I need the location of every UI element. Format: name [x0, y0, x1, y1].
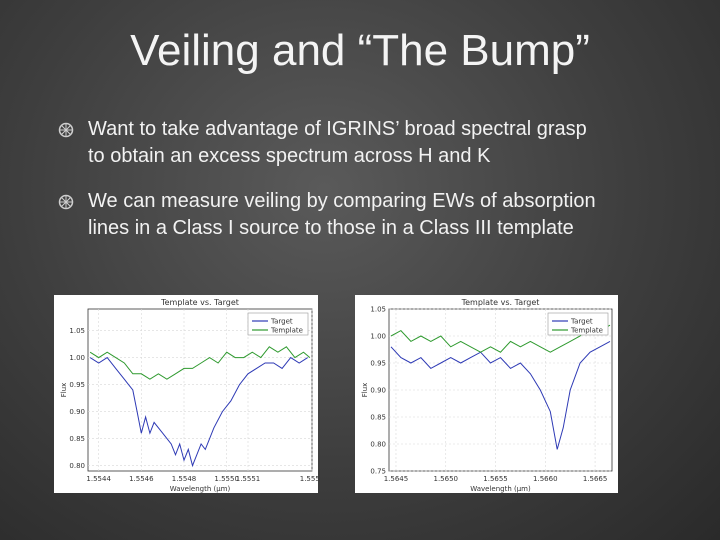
series-line-template [390, 324, 611, 353]
bullet-list: Want to take advantage of IGRINS’ broad … [58, 116, 678, 260]
y-tick-label: 0.80 [370, 441, 386, 449]
x-tick-label: 1.5665 [583, 475, 608, 483]
series-line-target [89, 356, 308, 468]
x-tick-label: 1.5550 [214, 475, 239, 483]
x-tick-label: 1.5546 [129, 475, 154, 483]
y-tick-label: 1.05 [69, 327, 85, 335]
plot-area [87, 308, 313, 472]
y-tick-label: 1.05 [370, 306, 386, 314]
y-tick-label: 0.75 [370, 468, 386, 476]
y-tick-label: 0.95 [370, 360, 386, 368]
x-tick-label: 1.5544 [86, 475, 111, 483]
bullet-item: Want to take advantage of IGRINS’ broad … [58, 116, 678, 170]
y-tick-label: 0.85 [370, 414, 386, 422]
bullet-item: We can measure veiling by comparing EWs … [58, 188, 678, 242]
x-axis-label: Wavelength (μm) [170, 485, 231, 493]
x-tick-label: 1.5554 [300, 475, 318, 483]
slide-title: Veiling and “The Bump” [130, 26, 590, 75]
chart-title: Template vs. Target [461, 298, 540, 307]
x-tick-label: 1.5660 [533, 475, 558, 483]
legend-label-template: Template [570, 327, 603, 335]
y-tick-label: 0.80 [69, 462, 85, 470]
legend-label-target: Target [270, 318, 293, 326]
bullet-text-line: We can measure veiling by comparing EWs … [88, 190, 596, 212]
bullet-text-line: Want to take advantage of IGRINS’ broad … [88, 118, 587, 140]
bullet-text-line: lines in a Class I source to those in a … [88, 217, 574, 239]
bullet-icon [58, 122, 74, 138]
y-tick-label: 0.95 [69, 381, 85, 389]
legend-label-target: Target [570, 318, 593, 326]
x-tick-label: 1.5655 [483, 475, 508, 483]
x-tick-label: 1.5650 [433, 475, 458, 483]
y-tick-label: 0.85 [69, 435, 85, 443]
series-line-template [89, 346, 311, 380]
y-tick-label: 1.00 [69, 354, 85, 362]
spectrum-plot-left: 0.80 0.85 0.90 0.95 1.00 1.05 1.5544 1.5546 1.55… [54, 295, 318, 493]
x-tick-label: 1.5645 [384, 475, 409, 483]
chart-title: Template vs. Target [160, 298, 239, 307]
y-tick-label: 0.90 [370, 387, 386, 395]
bullet-text-line: to obtain an excess spectrum across H an… [88, 145, 491, 167]
x-axis-label: Wavelength (μm) [470, 485, 531, 493]
x-tick-label: 1.5548 [172, 475, 197, 483]
y-tick-label: 1.00 [370, 333, 386, 341]
series-line-target [390, 340, 611, 450]
y-axis-label: Flux [361, 383, 369, 398]
legend-label-template: Template [270, 327, 303, 335]
y-tick-label: 0.90 [69, 408, 85, 416]
spectrum-plot-right: 0.75 0.80 0.85 0.90 0.95 1.00 1.05 1.5645 1.5650… [355, 295, 618, 493]
bullet-icon [58, 194, 74, 210]
y-axis-label: Flux [60, 383, 68, 398]
spectrum-chart-right: 0.75 0.80 0.85 0.90 0.95 1.00 1.05 1.5645 1.5650… [361, 298, 613, 493]
x-tick-label: 1.5551 [236, 475, 261, 483]
spectrum-chart-left: 0.80 0.85 0.90 0.95 1.00 1.05 1.5544 1.5546 1.55… [60, 298, 318, 493]
